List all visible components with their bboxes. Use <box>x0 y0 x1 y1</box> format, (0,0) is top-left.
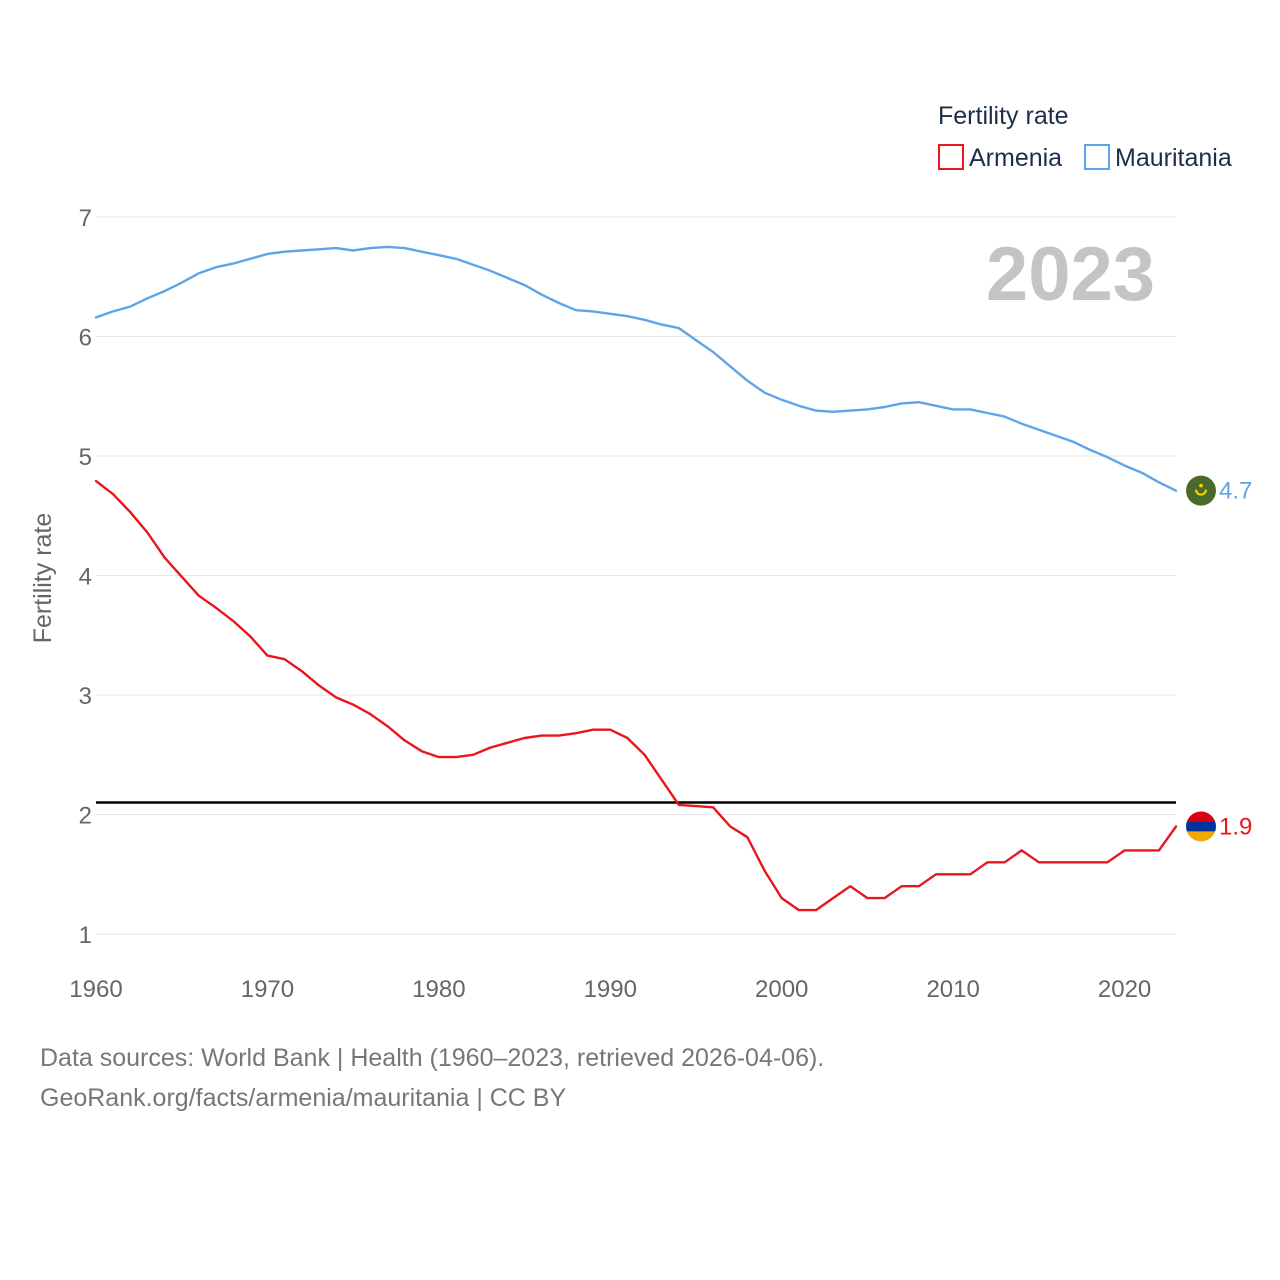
legend-item-armenia[interactable]: Armenia <box>938 144 1062 172</box>
x-tick-label: 1990 <box>584 976 637 1003</box>
y-tick-label: 3 <box>79 683 92 710</box>
x-tick-label: 1960 <box>69 976 122 1003</box>
y-tick-label: 1 <box>79 922 92 949</box>
y-tick-label: 6 <box>79 325 92 352</box>
y-tick-label: 2 <box>79 803 92 830</box>
gridlines <box>96 216 1176 935</box>
x-tick-label: 2010 <box>926 976 979 1003</box>
series-line-armenia[interactable] <box>94 479 1178 912</box>
legend-label-mauritania: Mauritania <box>1115 144 1232 172</box>
y-axis-label: Fertility rate <box>29 513 57 644</box>
fertility-line-chart: 1 2 3 4 5 6 7 1960 1970 1980 1990 2000 2010 2020 Fer… <box>29 102 1252 1003</box>
legend: Fertility rate Armenia Mauritania <box>938 102 1232 172</box>
y-axis-ticks: 1 2 3 4 5 6 7 <box>79 205 92 949</box>
footer-link[interactable]: GeoRank.org/facts/armenia/mauritania | C… <box>40 1084 567 1112</box>
y-tick-label: 7 <box>79 205 92 232</box>
y-tick-label: 4 <box>79 564 92 591</box>
armenia-flag-icon <box>1186 811 1216 842</box>
y-tick-label: 5 <box>79 444 92 471</box>
footer-source: Data sources: World Bank | Health (1960–… <box>40 1044 825 1072</box>
x-axis-ticks: 1960 1970 1980 1990 2000 2010 2020 <box>69 976 1151 1003</box>
end-value-label-mauritania: 4.7 <box>1219 478 1252 505</box>
legend-item-mauritania[interactable]: Mauritania <box>1084 144 1232 172</box>
legend-swatch-armenia <box>938 144 964 170</box>
x-tick-label: 1980 <box>412 976 465 1003</box>
end-markers: 1.9 4.7 <box>1186 475 1252 842</box>
legend-title: Fertility rate <box>938 102 1069 130</box>
legend-swatch-mauritania <box>1084 144 1110 170</box>
series-line-mauritania[interactable] <box>94 245 1178 492</box>
x-tick-label: 2020 <box>1098 976 1151 1003</box>
mauritania-flag-icon <box>1186 475 1216 506</box>
legend-label-armenia: Armenia <box>969 144 1062 172</box>
current-year-label: 2023 <box>986 232 1155 317</box>
x-tick-label: 1970 <box>241 976 294 1003</box>
end-value-label-armenia: 1.9 <box>1219 813 1252 840</box>
x-tick-label: 2000 <box>755 976 808 1003</box>
series-lines <box>94 245 1178 912</box>
